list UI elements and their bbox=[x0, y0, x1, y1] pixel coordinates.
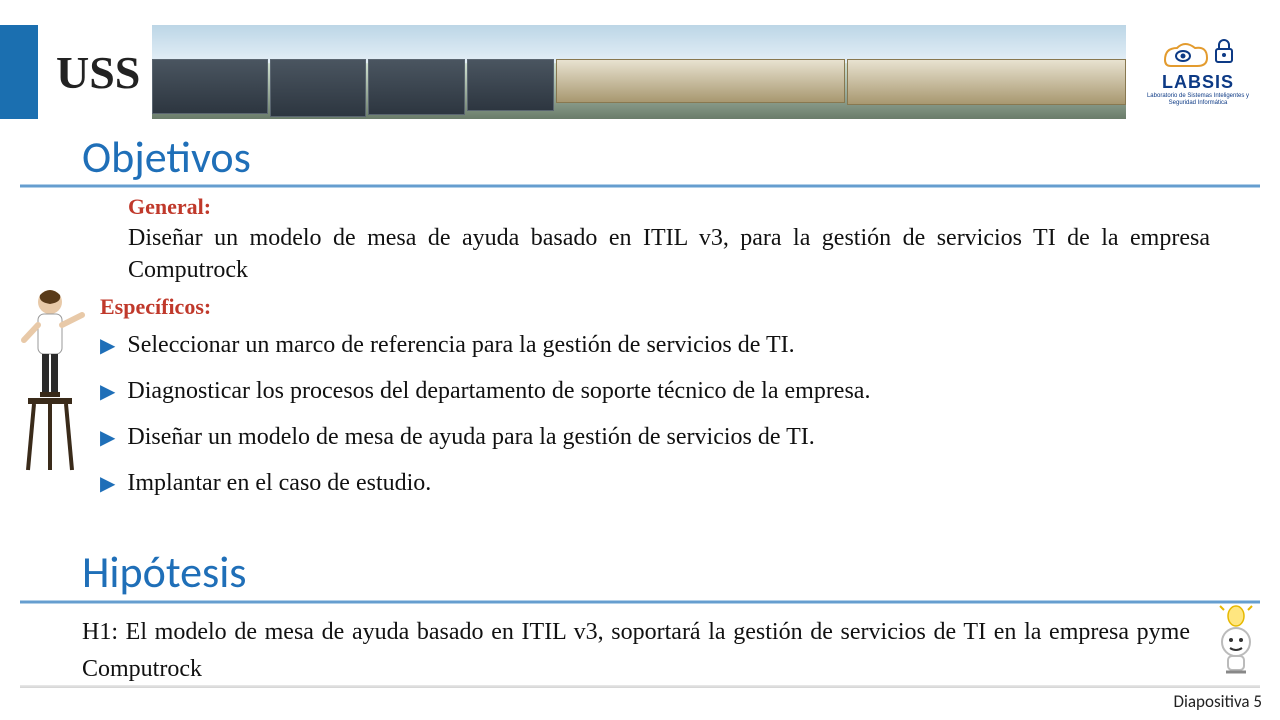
title-hipotesis: Hipótesis bbox=[82, 545, 247, 599]
list-item-text: Implantar en el caso de estudio. bbox=[127, 470, 431, 497]
banner-photo bbox=[152, 25, 1126, 119]
slide-number: Diapositiva 5 bbox=[1174, 691, 1262, 712]
general-label: General: bbox=[128, 194, 211, 220]
hipotesis-text: H1: El modelo de mesa de ayuda basado en… bbox=[82, 614, 1190, 688]
list-item: ▶ Diagnosticar los procesos del departam… bbox=[100, 378, 1170, 406]
title-objetivos: Objetivos bbox=[82, 130, 251, 184]
presenter-clipart bbox=[10, 280, 92, 480]
general-text: Diseñar un modelo de mesa de ayuda basad… bbox=[128, 222, 1210, 287]
list-item: ▶ Implantar en el caso de estudio. bbox=[100, 470, 1170, 498]
list-item-text: Diagnosticar los procesos del departamen… bbox=[127, 378, 870, 405]
bullet-icon: ▶ bbox=[100, 424, 115, 452]
idea-mascot-icon bbox=[1206, 604, 1266, 676]
banner-buildings bbox=[152, 59, 1126, 119]
labsis-subtitle: Laboratorio de Sistemas Inteligentes y S… bbox=[1134, 93, 1262, 106]
labsis-logo: LABSIS Laboratorio de Sistemas Inteligen… bbox=[1134, 25, 1262, 119]
divider-objetivos bbox=[20, 184, 1260, 188]
especificos-label: Específicos: bbox=[100, 294, 211, 320]
header-band: USS LABSIS Laboratorio de Sistemas Intel… bbox=[0, 25, 1280, 119]
eye-cloud-icon bbox=[1161, 40, 1209, 70]
divider-hipotesis bbox=[20, 600, 1260, 604]
bullet-icon: ▶ bbox=[100, 332, 115, 360]
list-item: ▶ Seleccionar un marco de referencia par… bbox=[100, 332, 1170, 360]
list-item: ▶ Diseñar un modelo de mesa de ayuda par… bbox=[100, 424, 1170, 452]
bullet-icon: ▶ bbox=[100, 470, 115, 498]
uss-logo: USS bbox=[56, 46, 140, 99]
labsis-text: LABSIS bbox=[1162, 72, 1234, 93]
list-item-text: Seleccionar un marco de referencia para … bbox=[127, 332, 794, 359]
especificos-list: ▶ Seleccionar un marco de referencia par… bbox=[100, 332, 1170, 516]
header-accent-block bbox=[0, 25, 38, 119]
bullet-icon: ▶ bbox=[100, 378, 115, 406]
lock-icon bbox=[1213, 37, 1235, 72]
footer-divider bbox=[20, 685, 1260, 688]
list-item-text: Diseñar un modelo de mesa de ayuda para … bbox=[127, 424, 814, 451]
